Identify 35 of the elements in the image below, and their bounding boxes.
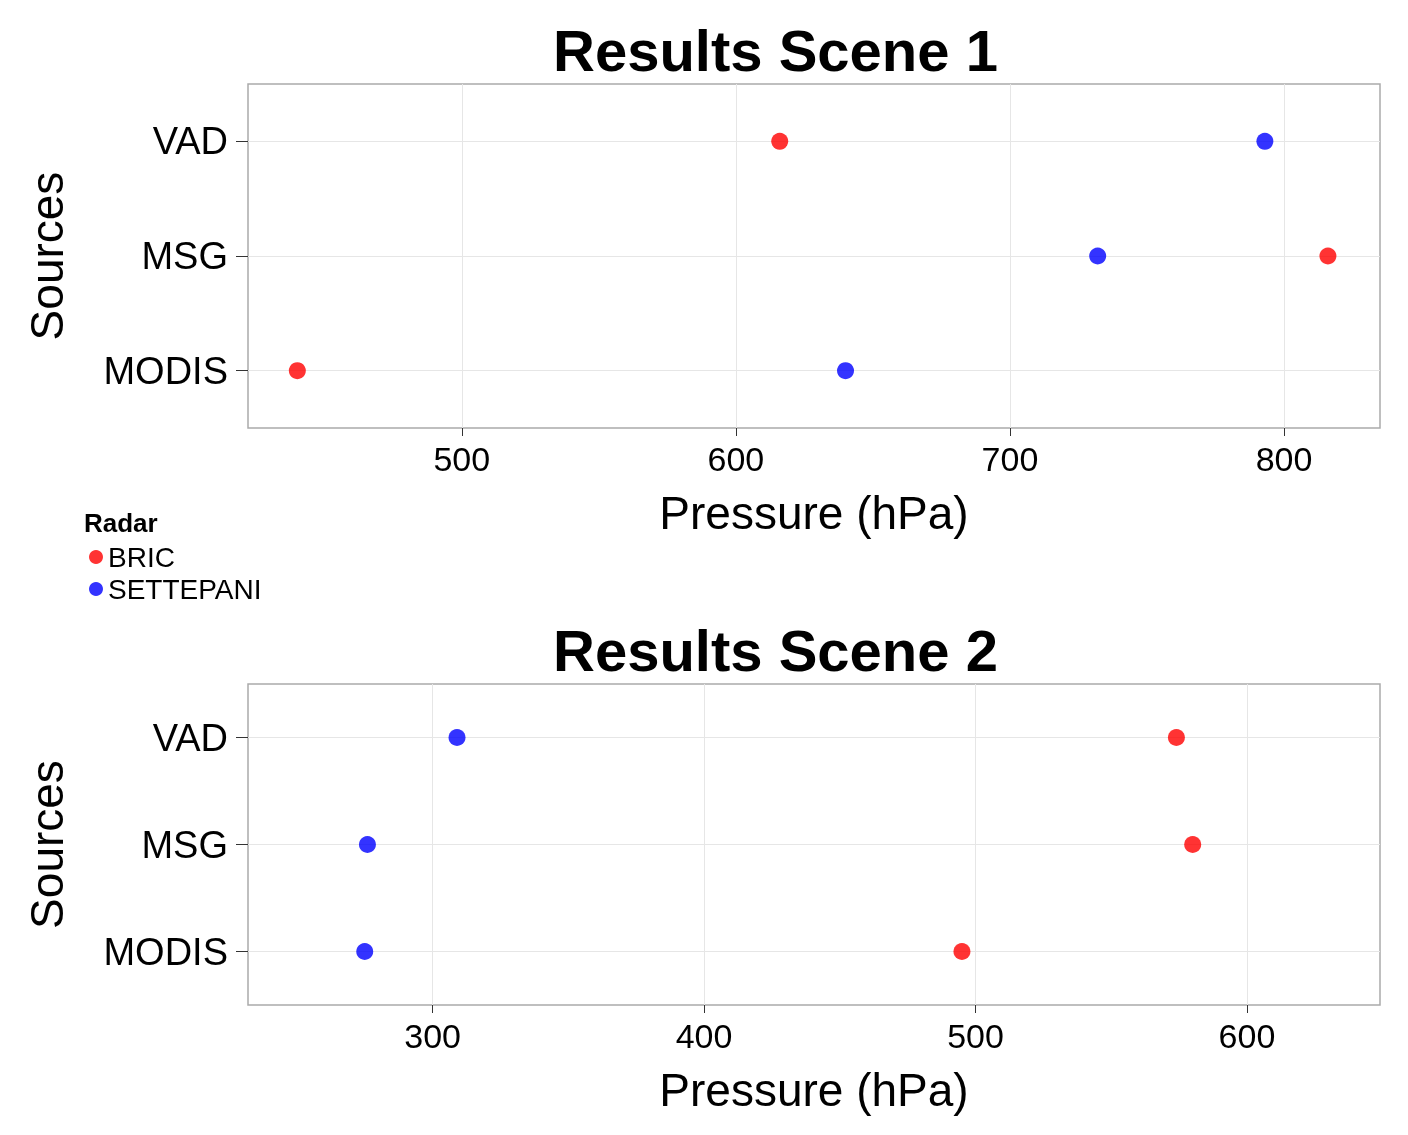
x-tick-label: 700 <box>981 440 1039 478</box>
legend-title: Radar <box>84 508 158 538</box>
x-axis-title: Pressure (hPa) <box>659 1064 969 1116</box>
x-tick-label: 800 <box>1255 440 1313 478</box>
point <box>1089 247 1107 265</box>
point <box>1167 729 1185 746</box>
x-tick-label: 600 <box>707 440 765 478</box>
point <box>358 836 376 853</box>
y-axis-title: Sources <box>21 760 73 929</box>
point <box>288 362 306 380</box>
point <box>1319 247 1337 265</box>
point <box>356 943 374 960</box>
x-axis-title: Pressure (hPa) <box>659 487 969 539</box>
legend-label: SETTEPANI <box>108 573 262 605</box>
point <box>953 943 971 960</box>
point <box>771 132 789 150</box>
y-axis-title: Sources <box>21 171 73 341</box>
y-tick-label: MSG <box>141 235 228 277</box>
point <box>448 729 466 746</box>
y-tick-label: MODIS <box>103 930 228 973</box>
chart-title: Results Scene 2 <box>553 617 998 683</box>
y-tick-label: MODIS <box>103 349 228 392</box>
y-tick-label: VAD <box>152 716 228 759</box>
y-tick-label: VAD <box>152 120 228 163</box>
point <box>837 362 855 380</box>
x-tick-label: 500 <box>433 440 491 478</box>
point <box>1184 836 1202 853</box>
point <box>1256 132 1274 150</box>
x-tick-label: 300 <box>404 1017 461 1055</box>
x-tick-label: 600 <box>1218 1017 1276 1055</box>
legend-label: BRIC <box>108 541 175 573</box>
chart-title: Results Scene 1 <box>553 17 998 83</box>
y-tick-label: MSG <box>141 823 228 866</box>
x-tick-label: 500 <box>947 1017 1004 1055</box>
x-tick-label: 400 <box>675 1017 733 1055</box>
